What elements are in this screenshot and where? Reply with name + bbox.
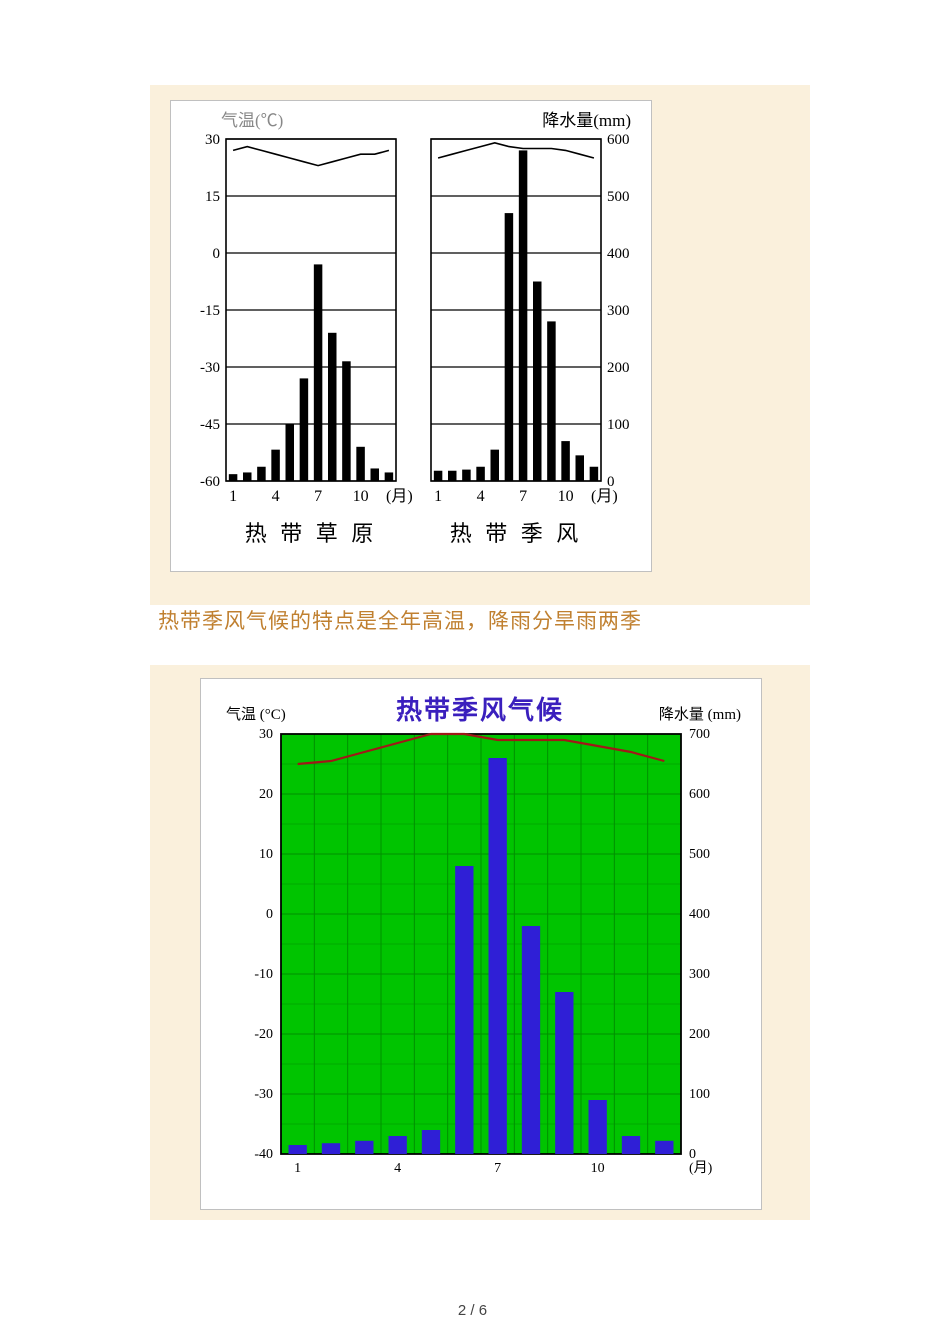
svg-text:700: 700 <box>689 727 710 742</box>
svg-text:气温(℃): 气温(℃) <box>221 111 283 130</box>
svg-text:降水量(mm): 降水量(mm) <box>542 111 631 130</box>
svg-text:-30: -30 <box>200 360 220 376</box>
svg-text:300: 300 <box>689 967 710 982</box>
green-figure-svg: 热带季风气候气温 (°C)降水量 (mm)3020100-10-20-30-40… <box>201 679 759 1207</box>
svg-text:7: 7 <box>494 1161 501 1176</box>
svg-text:500: 500 <box>689 847 710 862</box>
svg-text:15: 15 <box>205 189 220 205</box>
page: 热带季风气候的特点是全年高温，降雨分旱雨两季 气温(℃)降水量(mm)14710… <box>0 0 945 1337</box>
svg-text:1: 1 <box>294 1161 301 1176</box>
bw-figure-svg: 气温(℃) 降水量(mm) 1 4 7 10 (月) 1 4 7 10 (月) 30 15 0 -15 -30 -… <box>171 101 649 569</box>
svg-text:10: 10 <box>591 1161 605 1176</box>
svg-text:气温 (°C): 气温 (°C) <box>226 706 286 723</box>
svg-text:(月): (月) <box>591 488 618 505</box>
svg-text:4: 4 <box>272 488 280 505</box>
svg-text:-10: -10 <box>254 967 273 982</box>
svg-text:0: 0 <box>213 246 221 262</box>
svg-text:1: 1 <box>434 488 442 505</box>
svg-text:0: 0 <box>266 907 273 922</box>
svg-text:400: 400 <box>689 907 710 922</box>
svg-text:-20: -20 <box>254 1027 273 1042</box>
svg-text:7: 7 <box>314 488 322 505</box>
svg-text:-45: -45 <box>200 417 220 433</box>
svg-text:-40: -40 <box>254 1147 273 1162</box>
svg-text:30: 30 <box>205 132 220 148</box>
climate-figure-bw: 气温(℃) 降水量(mm) 1 4 7 10 (月) 1 4 7 10 (月) 30 15 0 -15 -30 -… <box>170 100 652 572</box>
description-text: 热带季风气候的特点是全年高温，降雨分旱雨两季 <box>150 605 818 635</box>
svg-text:600: 600 <box>607 132 630 148</box>
svg-text:4: 4 <box>477 488 485 505</box>
svg-text:200: 200 <box>607 360 630 376</box>
svg-text:-15: -15 <box>200 303 220 319</box>
svg-text:-60: -60 <box>200 474 220 490</box>
svg-text:20: 20 <box>259 787 273 802</box>
svg-text:30: 30 <box>259 727 273 742</box>
svg-text:热带季风气候: 热带季风气候 <box>396 695 564 725</box>
svg-text:600: 600 <box>689 787 710 802</box>
svg-text:-30: -30 <box>254 1087 273 1102</box>
svg-text:100: 100 <box>689 1087 710 1102</box>
svg-text:7: 7 <box>519 488 527 505</box>
svg-text:100: 100 <box>607 417 630 433</box>
svg-text:(月): (月) <box>386 488 413 505</box>
climate-figure-green: 热带季风气候气温 (°C)降水量 (mm)3020100-10-20-30-40… <box>200 678 762 1210</box>
svg-text:400: 400 <box>607 246 630 262</box>
svg-text:热 带 草 原: 热 带 草 原 <box>245 521 378 546</box>
svg-text:500: 500 <box>607 189 630 205</box>
svg-text:10: 10 <box>353 488 369 505</box>
svg-text:降水量 (mm): 降水量 (mm) <box>659 706 741 723</box>
svg-text:(月): (月) <box>689 1160 713 1176</box>
svg-text:10: 10 <box>558 488 574 505</box>
svg-text:200: 200 <box>689 1027 710 1042</box>
svg-text:300: 300 <box>607 303 630 319</box>
svg-text:0: 0 <box>607 474 615 490</box>
svg-text:0: 0 <box>689 1147 696 1162</box>
svg-text:热 带 季 风: 热 带 季 风 <box>450 521 583 546</box>
svg-text:1: 1 <box>229 488 237 505</box>
page-number: 2 / 6 <box>0 1302 945 1319</box>
svg-text:4: 4 <box>394 1161 401 1176</box>
svg-text:10: 10 <box>259 847 273 862</box>
